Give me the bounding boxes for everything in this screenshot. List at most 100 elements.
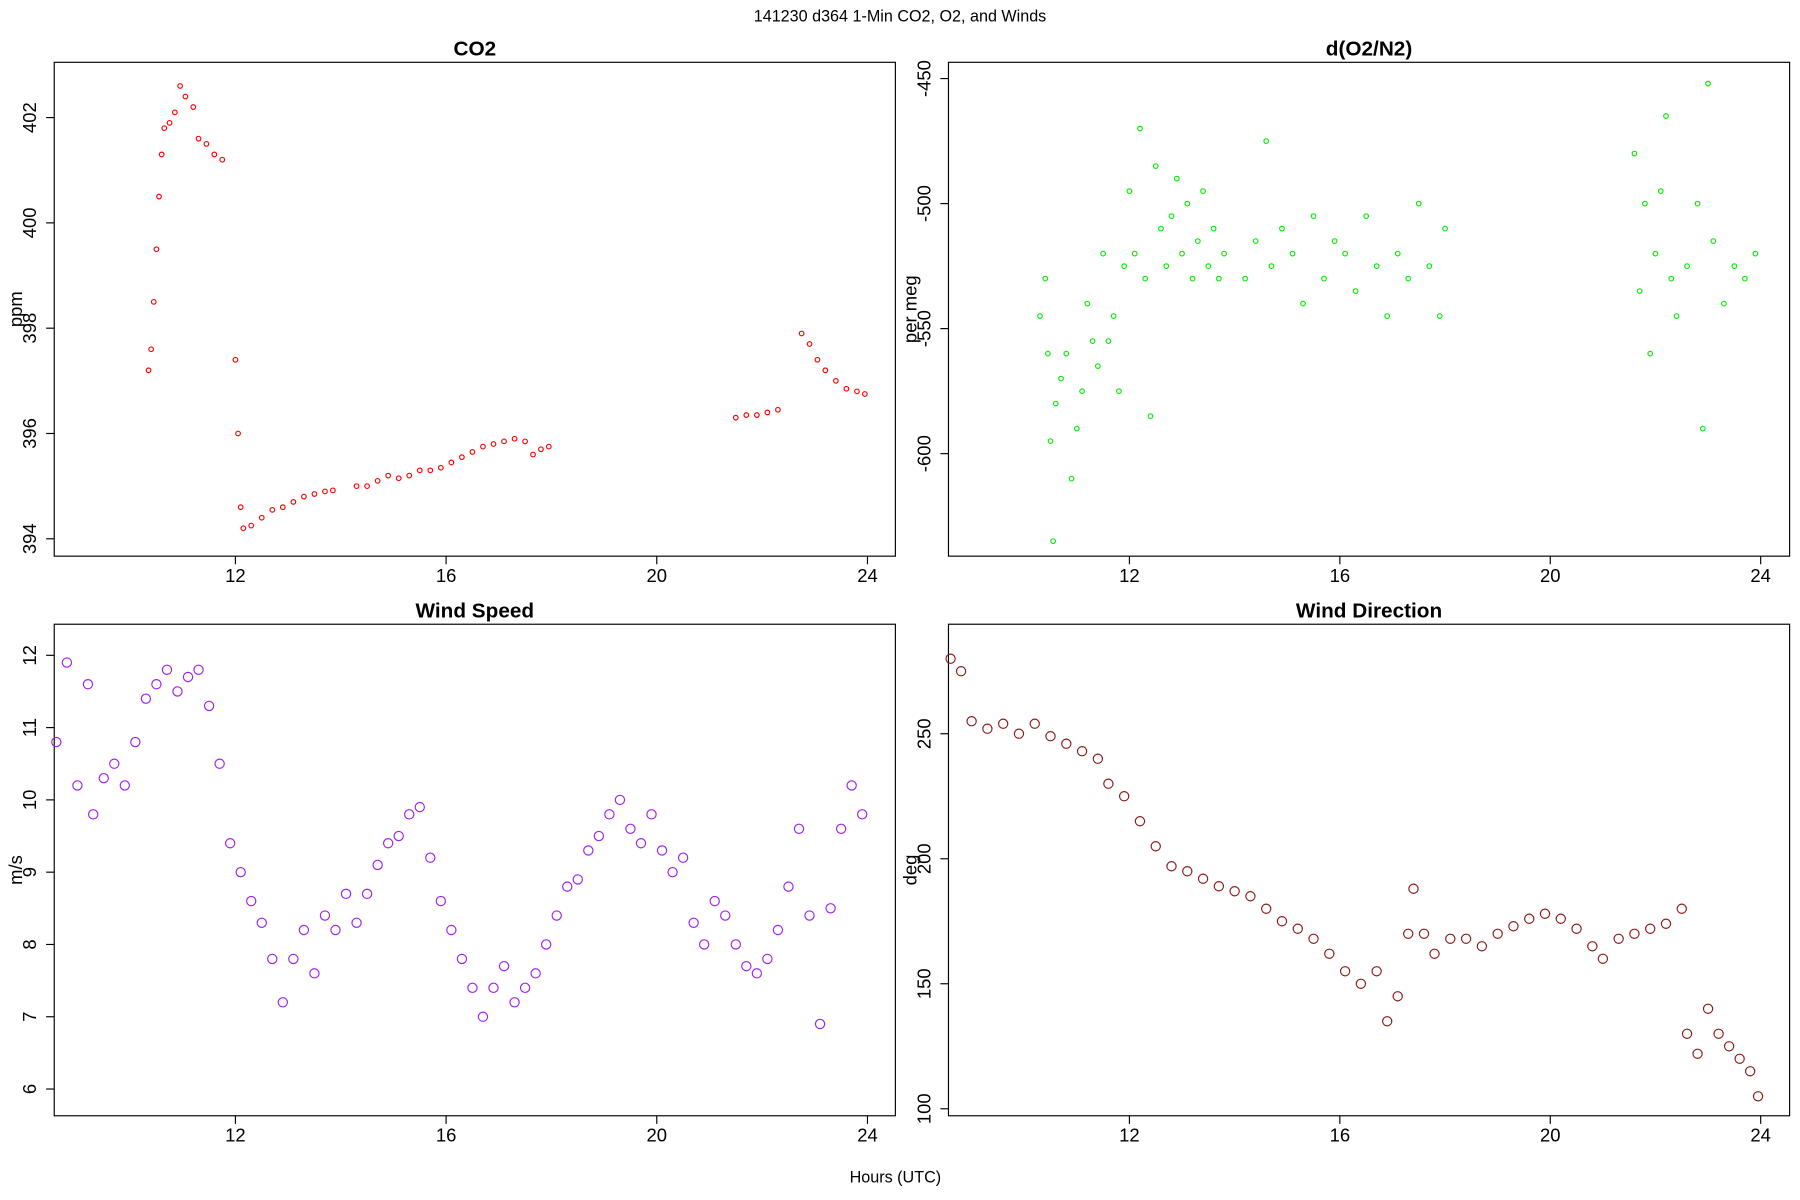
point: [1673, 313, 1680, 319]
plot-frame: [947, 623, 1791, 1117]
point: [1710, 238, 1717, 244]
point: [1308, 933, 1319, 944]
point: [804, 910, 815, 921]
point: [1384, 313, 1391, 319]
point: [545, 443, 552, 450]
point: [1720, 300, 1727, 307]
x-tick-label: 20: [647, 565, 668, 586]
point: [1694, 200, 1701, 207]
point: [743, 412, 750, 418]
point: [98, 773, 109, 784]
point: [240, 525, 247, 532]
point: [1636, 288, 1643, 294]
y-tick-label: -600: [913, 435, 934, 472]
panel: Wind Speed m/s 12 16 20 24 6 7 8 9 10 11 12: [5, 599, 896, 1145]
point: [1587, 941, 1598, 952]
point: [406, 472, 413, 479]
point: [1197, 873, 1209, 884]
point: [161, 664, 173, 675]
point: [1137, 125, 1143, 132]
point: [322, 488, 328, 495]
point: [361, 888, 373, 900]
y-tick-label: 11: [19, 718, 40, 737]
point: [1052, 400, 1059, 407]
y-tick-label: 398: [19, 313, 40, 344]
point: [688, 917, 699, 928]
point: [1150, 841, 1161, 852]
point: [1429, 948, 1440, 959]
point: [319, 910, 331, 921]
point: [1118, 791, 1130, 802]
point: [1723, 1041, 1735, 1052]
point: [1229, 886, 1240, 897]
point: [372, 859, 383, 871]
point: [1242, 275, 1249, 282]
point: [382, 838, 394, 849]
point: [61, 657, 73, 668]
x-tick-label: 12: [225, 1124, 246, 1145]
x-tick-label: 16: [1330, 1124, 1351, 1145]
x-tick-label: 24: [1750, 565, 1771, 586]
point: [955, 666, 967, 677]
point: [219, 156, 226, 163]
point: [1752, 250, 1759, 257]
point: [814, 356, 821, 363]
point: [488, 982, 499, 994]
point: [1394, 250, 1401, 257]
point: [1103, 778, 1114, 789]
point: [1321, 275, 1327, 282]
point: [667, 866, 678, 878]
point: [1705, 80, 1711, 87]
point: [1110, 313, 1117, 319]
point: [1460, 933, 1472, 944]
point: [1084, 300, 1091, 307]
panel: Wind Direction deg 12 16 20 24 100 150 200 250: [899, 599, 1791, 1145]
y-tick-label: 400: [19, 207, 40, 238]
point: [656, 845, 668, 856]
point: [1339, 966, 1351, 977]
panel-title: CO2: [453, 37, 496, 60]
point: [1184, 200, 1191, 207]
point: [448, 459, 455, 466]
point: [1221, 250, 1227, 257]
point: [1173, 175, 1180, 182]
point: [258, 514, 265, 521]
point: [459, 454, 465, 461]
y-axis-label: deg: [899, 855, 920, 886]
point: [158, 151, 165, 158]
point: [861, 391, 868, 397]
point: [530, 968, 541, 979]
plot-frame: [53, 61, 896, 557]
point: [1261, 903, 1272, 914]
point: [214, 758, 225, 769]
point: [798, 330, 805, 337]
point: [538, 446, 544, 453]
point: [177, 83, 183, 89]
point: [1205, 263, 1212, 269]
point: [298, 924, 310, 936]
point: [1405, 275, 1412, 282]
point: [351, 917, 362, 928]
point: [1215, 275, 1222, 282]
figure-title: 141230 d364 1-Min CO2, O2, and Winds: [754, 8, 1047, 26]
point: [1629, 928, 1640, 939]
point: [1392, 991, 1403, 1002]
point: [1166, 861, 1177, 872]
y-tick-label: 200: [913, 843, 934, 874]
point: [1116, 388, 1122, 395]
point: [1681, 1028, 1693, 1039]
point: [237, 504, 244, 511]
point: [171, 109, 178, 116]
point: [498, 960, 510, 972]
point: [1676, 903, 1687, 914]
point: [720, 910, 731, 921]
point: [404, 809, 415, 820]
point: [751, 968, 763, 979]
point: [732, 414, 739, 421]
point: [832, 377, 839, 384]
point: [540, 939, 552, 950]
panel-title: Wind Direction: [1296, 599, 1442, 622]
point: [248, 522, 255, 529]
point: [1668, 275, 1675, 282]
